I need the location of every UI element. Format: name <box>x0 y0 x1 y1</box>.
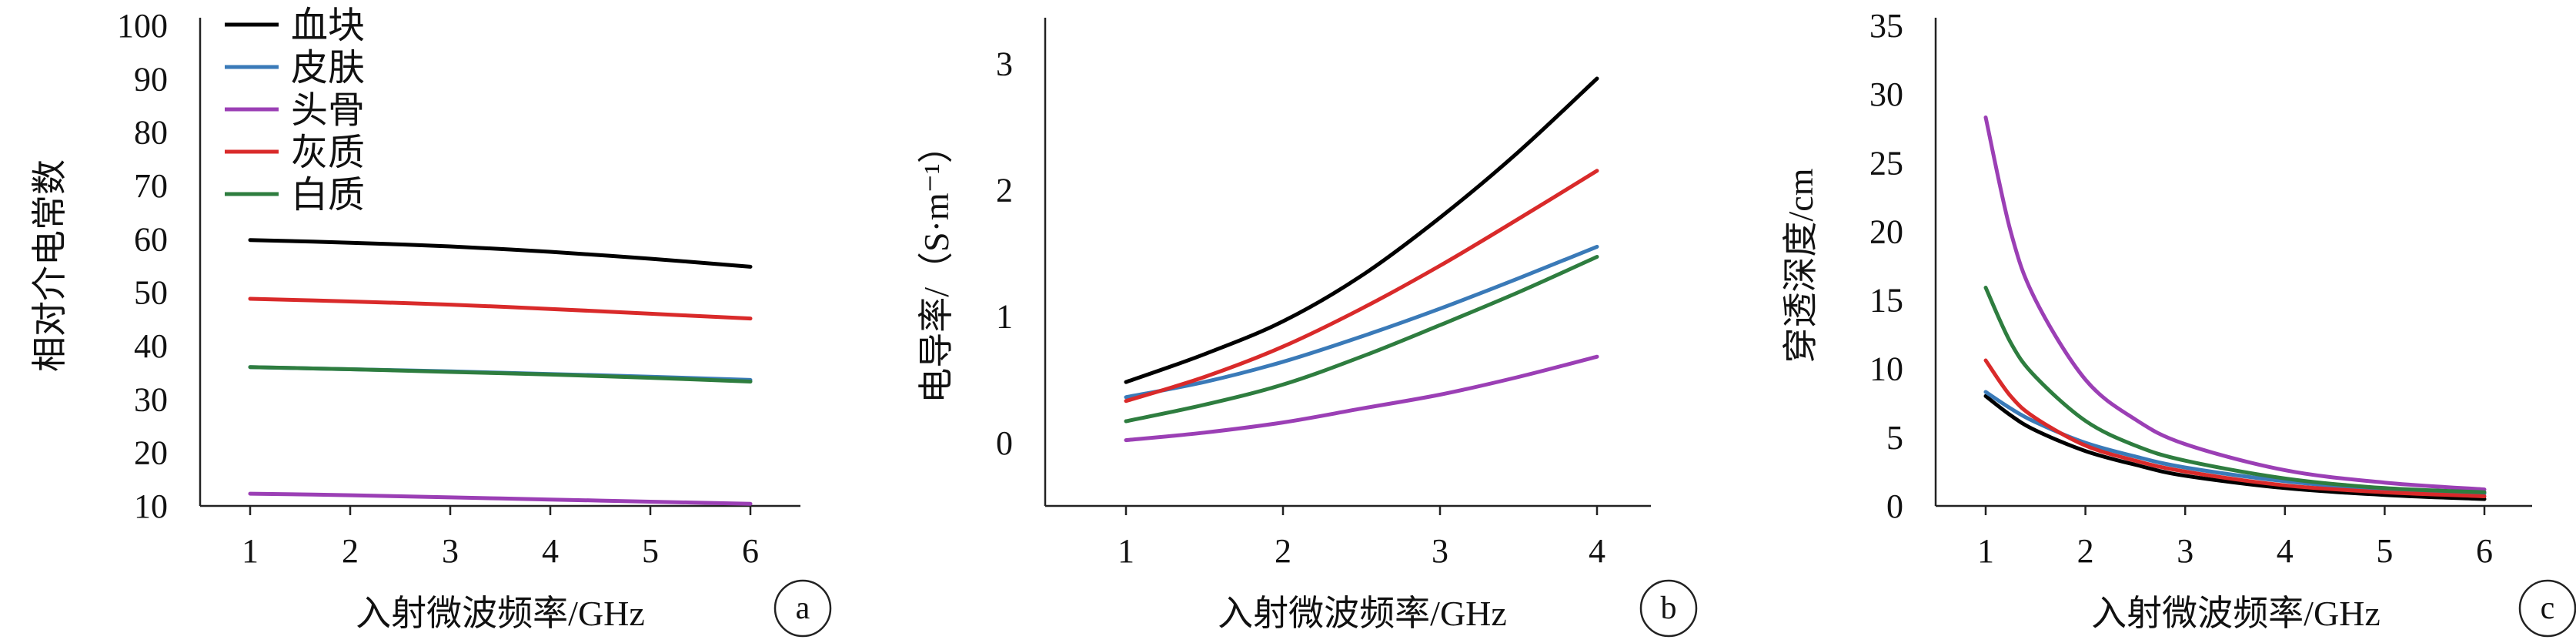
series-line <box>1983 394 2487 501</box>
legend-label: 灰质 <box>291 132 365 173</box>
y-tick-label: 0 <box>1886 487 1903 525</box>
legend-label: 头骨 <box>291 90 365 131</box>
series-line <box>248 491 753 506</box>
y-tick-label: 40 <box>134 327 168 365</box>
x-axis-label: 入射微波频率/GHz <box>1218 594 1507 633</box>
x-axis-label: 入射微波频率/GHz <box>356 594 645 633</box>
x-tick-label: 5 <box>2376 532 2393 570</box>
y-axis-label: 相对介电常数 <box>30 159 69 372</box>
y-tick-label: 10 <box>134 487 168 525</box>
series-line <box>1983 116 2487 492</box>
y-tick-label: 20 <box>134 434 168 472</box>
x-tick-label: 6 <box>742 532 759 570</box>
series-line <box>1124 76 1599 384</box>
series-line <box>1124 255 1599 424</box>
y-tick-label: 25 <box>1869 144 1903 182</box>
x-tick-label: 4 <box>542 532 559 570</box>
x-tick-label: 4 <box>1589 532 1605 570</box>
series-line <box>248 238 753 269</box>
legend-label: 血块 <box>291 5 365 46</box>
y-tick-label: 20 <box>1869 213 1903 250</box>
y-tick-label: 15 <box>1869 282 1903 320</box>
y-tick-label: 80 <box>134 114 168 152</box>
x-tick-label: 1 <box>242 532 259 570</box>
y-tick-label: 1 <box>996 298 1013 336</box>
x-tick-label: 3 <box>2177 532 2193 570</box>
y-tick-label: 10 <box>1869 350 1903 388</box>
y-tick-label: 2 <box>996 171 1013 209</box>
panel-letter: b <box>1661 591 1677 626</box>
y-tick-label: 5 <box>1886 419 1903 457</box>
series-line <box>1983 358 2487 498</box>
series-line <box>248 365 753 383</box>
y-tick-label: 50 <box>134 274 168 312</box>
y-tick-label: 90 <box>134 60 168 98</box>
y-tick-label: 100 <box>117 7 168 45</box>
y-axis-label: 电导率/（S·m⁻¹） <box>917 128 956 404</box>
panel-letter-circle <box>773 579 832 638</box>
series-line <box>1124 169 1599 404</box>
x-tick-label: 2 <box>342 532 359 570</box>
y-tick-label: 0 <box>996 424 1013 462</box>
series-line <box>248 296 753 321</box>
x-tick-label: 5 <box>642 532 659 570</box>
series-line <box>1983 286 2487 494</box>
panel-a: 1 2 3 4 5 6 10 20 30 40 50 60 70 80 90 100 入射微波频率/GHz 相对介… <box>30 7 832 638</box>
x-tick-label: 4 <box>2277 532 2294 570</box>
x-tick-label: 3 <box>442 532 459 570</box>
y-tick-label: 60 <box>134 220 168 258</box>
panel-letter-circle <box>2518 579 2576 638</box>
x-tick-label: 2 <box>1275 532 1291 570</box>
series-line <box>1124 354 1599 443</box>
y-tick-label: 30 <box>1869 75 1903 113</box>
y-tick-label: 70 <box>134 167 168 205</box>
x-tick-label: 1 <box>1977 532 1994 570</box>
legend-label: 皮肤 <box>291 48 365 89</box>
y-tick-label: 35 <box>1869 7 1903 45</box>
panel-letter: c <box>2541 591 2555 626</box>
panel-b: 1 2 3 4 0 1 2 3 入射微波频率/GHz 电导率/（S·m⁻¹） b <box>917 18 1698 638</box>
x-tick-label: 3 <box>1432 532 1448 570</box>
legend-label: 白质 <box>291 175 365 216</box>
x-tick-label: 6 <box>2476 532 2493 570</box>
panel-letter-circle <box>1639 579 1698 638</box>
x-tick-label: 1 <box>1118 532 1134 570</box>
panel-letter: a <box>796 591 810 626</box>
x-axis-label: 入射微波频率/GHz <box>2091 594 2381 633</box>
y-tick-label: 30 <box>134 380 168 418</box>
series-line <box>1124 244 1599 400</box>
panel-c: 1 2 3 4 5 6 0 5 10 15 20 25 30 35 入射微波频率/GHz 穿透深度/cm c <box>1781 7 2576 638</box>
y-axis-label: 穿透深度/cm <box>1781 168 1820 363</box>
y-tick-label: 3 <box>996 45 1013 82</box>
x-tick-label: 2 <box>2077 532 2094 570</box>
